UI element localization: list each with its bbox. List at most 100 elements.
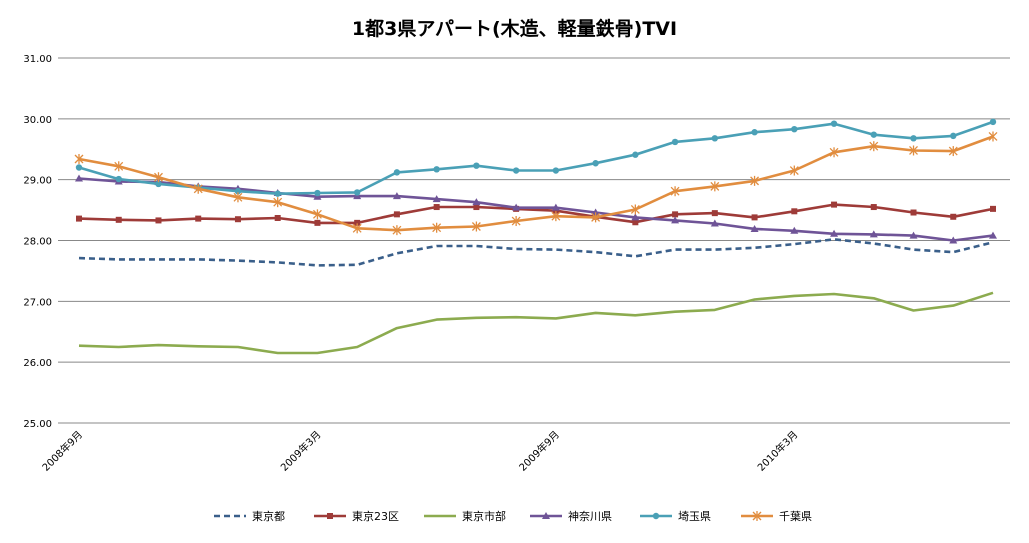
data-point bbox=[552, 207, 559, 214]
data-point bbox=[790, 226, 799, 234]
series-line bbox=[78, 135, 994, 232]
data-point bbox=[195, 215, 202, 222]
legend-label: 神奈川県 bbox=[568, 509, 612, 523]
legend-item: 神奈川県 bbox=[530, 509, 612, 523]
series-1 bbox=[76, 201, 996, 226]
data-point bbox=[751, 214, 758, 221]
x-tick-label: 2009年3月 bbox=[278, 428, 324, 474]
series-line bbox=[78, 203, 994, 225]
data-point bbox=[750, 175, 760, 186]
data-point bbox=[910, 135, 917, 142]
data-point bbox=[710, 219, 719, 227]
data-point bbox=[75, 164, 83, 171]
data-point bbox=[274, 214, 281, 221]
y-tick-label: 28.00 bbox=[23, 237, 52, 248]
data-point bbox=[114, 161, 124, 172]
series-2 bbox=[78, 291, 994, 355]
data-point bbox=[869, 230, 878, 238]
data-point bbox=[829, 147, 839, 158]
data-point bbox=[632, 219, 639, 226]
legend-label: 千葉県 bbox=[779, 509, 812, 523]
data-point bbox=[988, 131, 998, 142]
chart-title: 1都3県アパート(木造、軽量鉄骨)TVI bbox=[351, 18, 678, 40]
data-point bbox=[433, 204, 440, 211]
legend: 東京都 東京23区 東京市部 神奈川県 埼玉県 千葉県 bbox=[214, 509, 812, 523]
data-point bbox=[552, 167, 560, 174]
legend-item: 埼玉県 bbox=[640, 509, 711, 523]
data-point bbox=[751, 129, 758, 136]
legend-item: 東京都 bbox=[214, 509, 285, 523]
data-point bbox=[432, 222, 442, 233]
series-line bbox=[78, 238, 994, 267]
y-tick-label: 30.00 bbox=[23, 115, 52, 126]
data-point bbox=[233, 192, 243, 203]
data-point bbox=[432, 195, 441, 203]
data-point bbox=[193, 183, 203, 194]
data-point bbox=[472, 198, 481, 206]
data-point bbox=[115, 216, 122, 223]
data-point bbox=[234, 188, 242, 195]
legend-item: 千葉県 bbox=[741, 509, 812, 523]
x-tick-label: 2010年3月 bbox=[755, 428, 801, 474]
data-point bbox=[393, 169, 401, 176]
data-point bbox=[750, 224, 759, 232]
data-point bbox=[630, 204, 640, 215]
series-line bbox=[78, 177, 994, 242]
data-point bbox=[652, 512, 660, 520]
data-point bbox=[115, 175, 122, 183]
data-point bbox=[471, 221, 481, 232]
data-point bbox=[314, 189, 321, 197]
x-tick-label: 2008年9月 bbox=[39, 428, 85, 474]
legend-label: 埼玉県 bbox=[678, 509, 711, 523]
data-point bbox=[711, 210, 718, 217]
data-point bbox=[154, 172, 163, 183]
data-point bbox=[791, 208, 798, 215]
data-point bbox=[76, 215, 82, 222]
data-point bbox=[591, 212, 601, 223]
data-point bbox=[592, 160, 599, 167]
data-point bbox=[632, 151, 639, 158]
data-point bbox=[511, 216, 521, 227]
data-point bbox=[789, 165, 799, 176]
data-point bbox=[433, 166, 440, 173]
data-point bbox=[314, 219, 321, 226]
data-point bbox=[512, 167, 520, 174]
data-point bbox=[909, 145, 918, 156]
data-point bbox=[512, 203, 521, 211]
data-point bbox=[671, 138, 679, 146]
data-point bbox=[950, 213, 957, 220]
data-point bbox=[591, 208, 600, 216]
data-point bbox=[273, 197, 283, 208]
x-tick-label: 2009年9月 bbox=[516, 428, 562, 474]
data-point bbox=[155, 217, 162, 224]
data-point bbox=[909, 231, 918, 239]
series-line bbox=[78, 291, 994, 355]
legend-label: 東京都 bbox=[252, 509, 285, 523]
series-0 bbox=[78, 238, 994, 267]
data-point bbox=[710, 181, 720, 192]
data-point bbox=[74, 153, 84, 164]
data-point bbox=[354, 219, 361, 226]
data-point bbox=[870, 131, 877, 138]
data-point bbox=[752, 511, 762, 521]
series-4 bbox=[75, 118, 997, 197]
y-tick-label: 31.00 bbox=[23, 54, 52, 65]
y-axis: 25.00 26.00 27.00 28.00 29.00 30.00 31.00 bbox=[23, 54, 52, 430]
series-group bbox=[74, 118, 998, 355]
data-point bbox=[830, 120, 838, 127]
data-point bbox=[542, 512, 550, 519]
series-5 bbox=[74, 131, 998, 236]
data-point bbox=[473, 204, 480, 211]
data-point bbox=[948, 146, 958, 157]
data-point bbox=[671, 216, 680, 224]
data-point bbox=[990, 205, 996, 212]
data-point bbox=[869, 141, 879, 152]
data-point bbox=[312, 209, 322, 220]
data-point bbox=[949, 236, 958, 244]
data-point bbox=[551, 211, 561, 222]
legend-item: 東京市部 bbox=[424, 509, 506, 523]
y-tick-label: 26.00 bbox=[23, 358, 52, 369]
data-point bbox=[711, 135, 719, 142]
